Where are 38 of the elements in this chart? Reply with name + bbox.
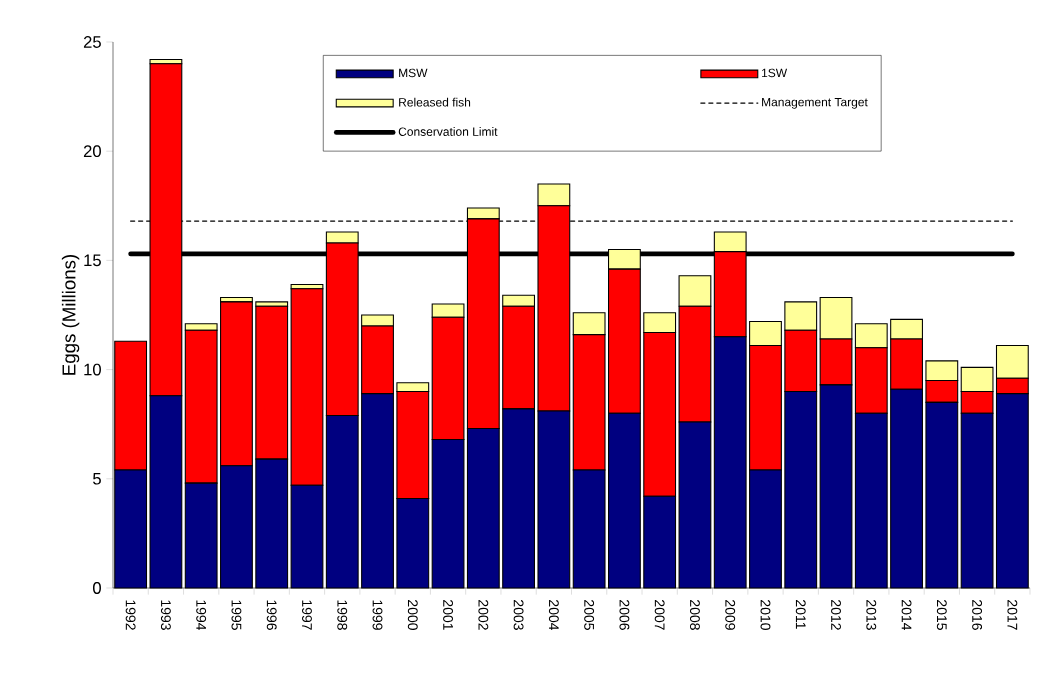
y-axis-title: Eggs (Millions)	[61, 254, 80, 375]
x-tick-label: 2007	[654, 600, 665, 630]
y-tick-label: 0	[93, 582, 101, 594]
x-tick-label: 1998	[337, 600, 348, 630]
legend-label: MSW	[399, 68, 428, 78]
x-tick-label: 2010	[760, 600, 771, 630]
x-tick-label: 2015	[936, 600, 947, 630]
x-tick-label: 1996	[266, 600, 277, 630]
x-tick-label: 2013	[866, 600, 877, 630]
x-tick-label: 2017	[1007, 600, 1018, 630]
legend-label: 1SW	[762, 68, 788, 78]
x-tick-label: 2006	[619, 600, 630, 630]
x-tick-label: 1997	[302, 600, 312, 630]
x-tick-label: 1995	[231, 600, 242, 630]
x-tick-label: 2002	[478, 600, 489, 630]
x-tick-label: 2001	[443, 600, 454, 630]
x-tick-label: 2016	[972, 600, 983, 630]
x-tick-label: 2009	[725, 600, 736, 630]
y-tick-label: 25	[83, 36, 101, 48]
y-tick-label: 15	[84, 254, 101, 267]
x-tick-label: 1994	[196, 600, 207, 631]
x-tick-label: 2008	[689, 600, 700, 630]
x-tick-label: 1992	[125, 600, 136, 630]
y-tick-label: 20	[83, 145, 101, 158]
x-tick-label: 2014	[901, 600, 912, 631]
legend-label: Management Target	[762, 97, 868, 109]
x-tick-label: 2000	[407, 600, 418, 630]
y-tick-label: 10	[84, 363, 101, 376]
x-tick-label: 1999	[372, 600, 383, 630]
x-tick-label: 2003	[513, 600, 524, 630]
x-tick-label: 2011	[795, 600, 806, 629]
y-tick-label: 5	[93, 472, 101, 485]
x-tick-label: 2005	[584, 600, 595, 630]
x-tick-label: 2004	[548, 600, 559, 631]
legend-label: Conservation Limit	[398, 127, 498, 136]
x-tick-label: 1993	[160, 600, 171, 630]
legend-label: Released fish	[399, 97, 471, 107]
x-tick-label: 2012	[831, 600, 841, 630]
